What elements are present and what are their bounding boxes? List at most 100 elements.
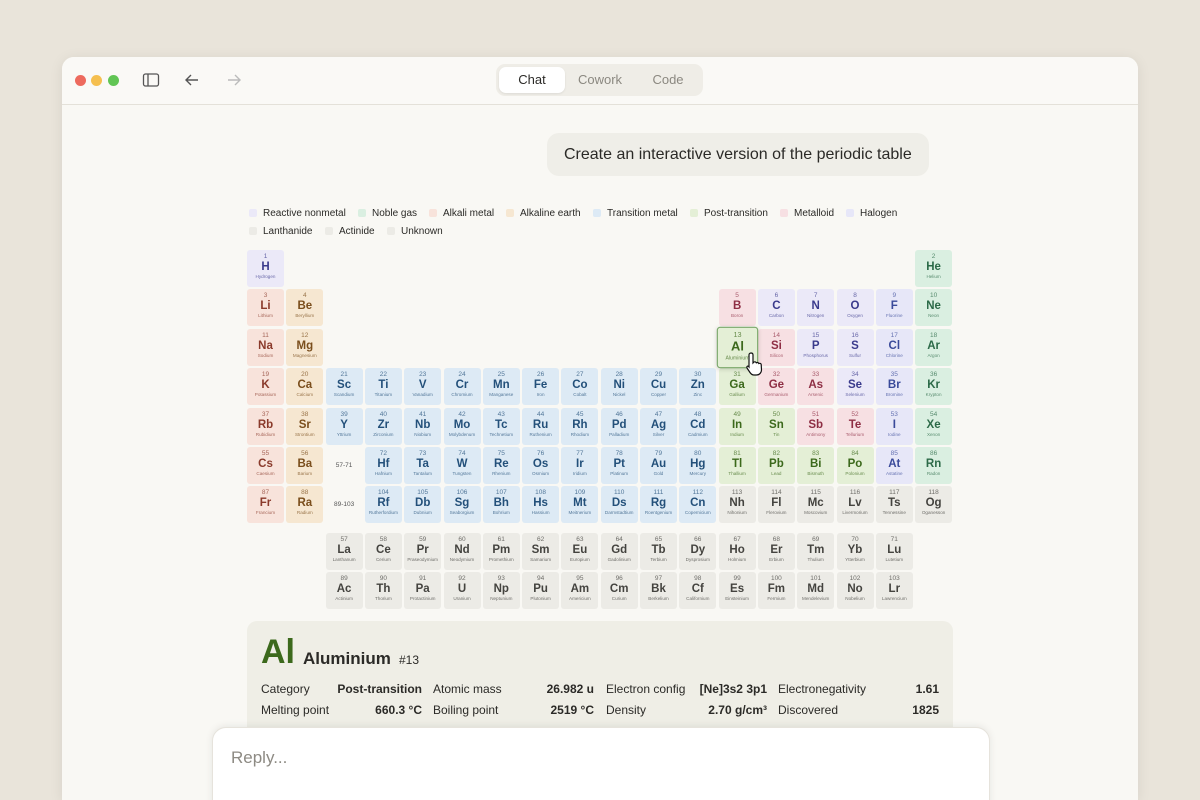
element-cell[interactable]: 59 Pr Praseodymium [404, 533, 442, 570]
element-cell[interactable]: 109 Mt Meitnerium [561, 486, 599, 524]
element-cell[interactable]: 41 Nb Niobium [404, 407, 442, 445]
element-cell[interactable]: 116 Lv Livermorium [836, 486, 874, 524]
element-cell[interactable]: 52 Te Tellurium [836, 407, 874, 445]
element-cell[interactable]: 105 Db Dubnium [404, 486, 442, 524]
element-cell[interactable]: 32 Ge Germanium [757, 368, 795, 406]
element-cell[interactable]: 9 F Fluorine [875, 289, 913, 327]
legend-item[interactable]: Reactive nonmetal [249, 208, 346, 220]
element-cell[interactable]: 23 V Vanadium [404, 368, 442, 406]
element-cell[interactable]: 27 Co Cobalt [561, 368, 599, 406]
sidebar-toggle[interactable] [142, 72, 160, 88]
element-cell[interactable]: 102 No Nobelium [836, 572, 874, 609]
element-cell[interactable]: 30 Zn Zinc [679, 368, 717, 406]
element-cell[interactable]: 113 Nh Nihonium [718, 486, 756, 524]
element-cell[interactable]: 31 Ga Gallium [718, 368, 756, 406]
element-cell[interactable]: 85 At Astatine [875, 447, 913, 484]
element-cell[interactable]: 16 S Sulfur [836, 328, 874, 366]
element-cell[interactable]: 70 Yb Ytterbium [836, 533, 874, 570]
element-cell[interactable]: 80 Hg Mercury [679, 447, 717, 484]
element-cell[interactable]: 104 Rf Rutherfordium [364, 486, 402, 524]
element-cell[interactable]: 7 N Nitrogen [797, 289, 835, 327]
element-cell[interactable]: 43 Tc Technetium [482, 407, 520, 445]
element-cell[interactable]: 49 In Indium [718, 407, 756, 445]
element-cell[interactable]: 29 Cu Copper [640, 368, 677, 406]
element-cell[interactable]: 106 Sg Seaborgium [443, 486, 481, 524]
element-cell[interactable]: 36 Kr Krypton [915, 368, 953, 406]
element-cell[interactable]: 51 Sb Antimony [797, 407, 835, 445]
element-cell[interactable]: 77 Ir Iridium [561, 447, 599, 484]
element-cell[interactable]: 6 C Carbon [757, 289, 795, 327]
element-cell[interactable]: 24 Cr Chromium [443, 368, 481, 406]
element-cell[interactable]: 66 Dy Dysprosium [679, 533, 717, 570]
element-cell[interactable]: 93 Np Neptunium [482, 572, 520, 609]
element-cell[interactable]: 10 Ne Neon [915, 289, 953, 327]
legend-item[interactable]: Lanthanide [249, 226, 313, 238]
legend-item[interactable]: Unknown [387, 226, 443, 238]
element-cell[interactable]: 21 Sc Scandium [325, 368, 363, 406]
element-cell[interactable]: 71 Lu Lutetium [875, 533, 913, 570]
element-cell[interactable]: 15 P Phosphorus [797, 328, 835, 366]
zoom-button[interactable] [108, 75, 119, 86]
element-cell[interactable]: 100 Fm Fermium [757, 572, 795, 609]
element-cell[interactable]: 54 Xe Xenon [915, 407, 953, 445]
element-cell[interactable]: 89 Ac Actinium [325, 572, 363, 609]
back-button[interactable] [183, 72, 201, 88]
element-cell[interactable]: 2 He Helium [915, 250, 953, 287]
element-cell[interactable]: 64 Gd Gadolinium [600, 533, 638, 570]
element-cell[interactable]: 33 As Arsenic [797, 368, 835, 406]
element-cell[interactable]: 83 Bi Bismuth [797, 447, 835, 484]
element-cell[interactable]: 50 Sn Tin [757, 407, 795, 445]
element-cell[interactable]: 37 Rb Rubidium [247, 407, 284, 445]
element-cell[interactable]: 87 Fr Francium [247, 486, 284, 524]
element-cell[interactable]: 114 Fl Flerovium [757, 486, 795, 524]
element-cell[interactable]: 67 Ho Holmium [718, 533, 756, 570]
element-cell[interactable]: 78 Pt Platinum [600, 447, 638, 484]
close-button[interactable] [75, 75, 86, 86]
element-cell[interactable]: 39 Y Yttrium [325, 407, 363, 445]
element-cell[interactable]: 111 Rg Roentgenium [640, 486, 677, 524]
element-cell[interactable]: 28 Ni Nickel [600, 368, 638, 406]
element-cell[interactable]: 47 Ag Silver [640, 407, 677, 445]
element-cell[interactable]: 69 Tm Thulium [797, 533, 835, 570]
element-cell[interactable]: 1 H Hydrogen [247, 250, 284, 287]
element-cell[interactable]: 8 O Oxygen [836, 289, 874, 327]
element-cell[interactable]: 53 I Iodine [875, 407, 913, 445]
element-cell[interactable]: 38 Sr Strontium [286, 407, 324, 445]
element-cell[interactable]: 94 Pu Plutonium [522, 572, 560, 609]
tab[interactable]: Code [652, 72, 684, 87]
legend-item[interactable]: Transition metal [593, 208, 678, 220]
element-cell[interactable]: 22 Ti Titanium [364, 368, 402, 406]
element-cell[interactable]: 81 Tl Thallium [718, 447, 756, 484]
element-cell[interactable]: 25 Mn Manganese [482, 368, 520, 406]
element-cell[interactable]: 3 Li Lithium [247, 289, 284, 327]
tab[interactable]: Cowork [577, 72, 623, 87]
element-cell[interactable]: 12 Mg Magnesium [286, 328, 324, 366]
element-cell[interactable]: 107 Bh Bohrium [482, 486, 520, 524]
element-cell[interactable]: 103 Lr Lawrencium [875, 572, 913, 609]
legend-item[interactable]: Alkaline earth [506, 208, 581, 220]
element-cell[interactable]: 45 Rh Rhodium [561, 407, 599, 445]
element-cell[interactable]: 60 Nd Neodymium [443, 533, 481, 570]
element-cell[interactable]: 91 Pa Protactinium [404, 572, 442, 609]
minimize-button[interactable] [91, 75, 102, 86]
element-cell[interactable]: 63 Eu Europium [561, 533, 599, 570]
element-cell[interactable]: 79 Au Gold [640, 447, 677, 484]
element-cell[interactable]: 61 Pm Promethium [482, 533, 520, 570]
element-cell[interactable]: 75 Re Rhenium [482, 447, 520, 484]
element-cell[interactable]: 46 Pd Palladium [600, 407, 638, 445]
element-cell[interactable]: 99 Es Einsteinium [718, 572, 756, 609]
element-cell[interactable]: 40 Zr Zirconium [364, 407, 402, 445]
element-cell[interactable]: 58 Ce Cerium [364, 533, 402, 570]
element-cell[interactable]: 35 Br Bromine [875, 368, 913, 406]
element-cell[interactable]: 117 Ts Tennessine [875, 486, 913, 524]
element-cell[interactable]: 56 Ba Barium [286, 447, 324, 484]
legend-item[interactable]: Metalloid [780, 208, 834, 220]
element-cell[interactable]: 11 Na Sodium [247, 328, 284, 366]
element-cell[interactable]: 110 Ds Darmstadtium [600, 486, 638, 524]
element-cell[interactable]: 84 Po Polonium [836, 447, 874, 484]
element-cell[interactable]: 57 La Lanthanum [325, 533, 363, 570]
element-cell[interactable]: 44 Ru Ruthenium [522, 407, 560, 445]
element-cell[interactable]: 4 Be Beryllium [286, 289, 324, 327]
legend-item[interactable]: Halogen [846, 208, 897, 220]
element-cell[interactable]: 88 Ra Radium [286, 486, 324, 524]
